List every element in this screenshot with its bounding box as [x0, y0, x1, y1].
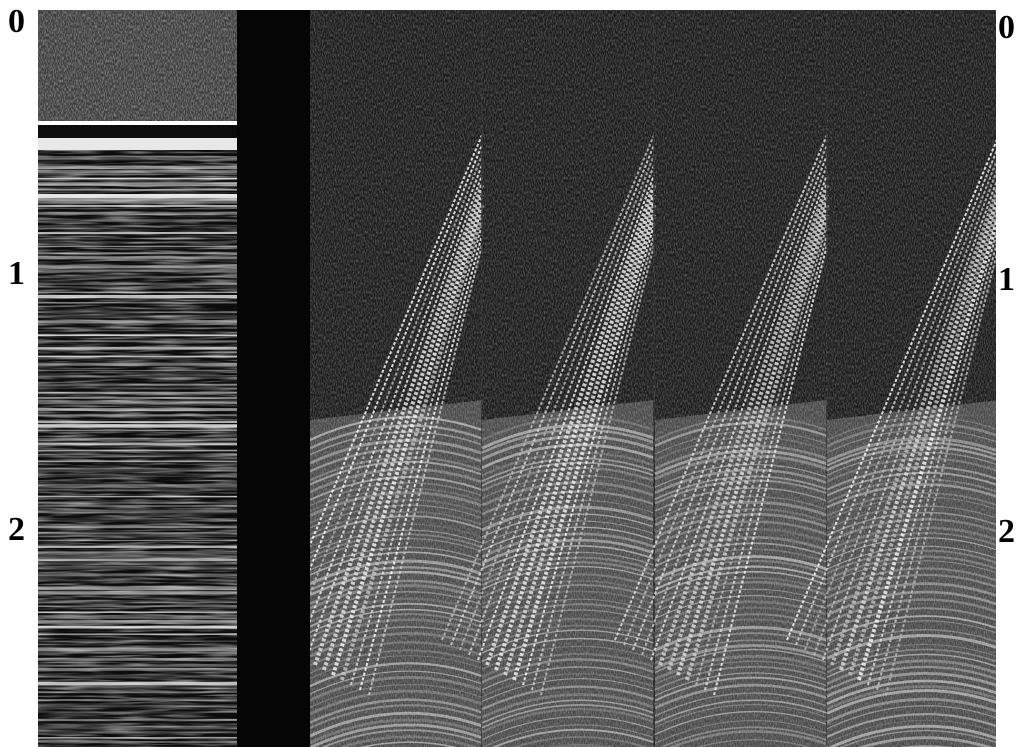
strong-reflector [38, 121, 237, 125]
seismic-figure: 0 1 2 0 1 2 [0, 0, 1021, 747]
page: 0 1 2 0 1 2 (() => { const data = JSON.p… [0, 0, 1021, 747]
right-axis-label: 1 [998, 261, 1015, 298]
strong-reflector [38, 138, 237, 150]
left-axis-label: 2 [8, 511, 25, 548]
right-panel-noise [310, 10, 996, 747]
left-panel-texture [38, 150, 237, 747]
left-axis-label: 0 [8, 3, 25, 40]
right-axis-label: 2 [998, 513, 1015, 550]
right-axis-label: 0 [998, 9, 1015, 46]
left-panel-top-noise [38, 10, 237, 122]
black-gap [237, 10, 310, 747]
left-axis-label: 1 [8, 255, 25, 292]
